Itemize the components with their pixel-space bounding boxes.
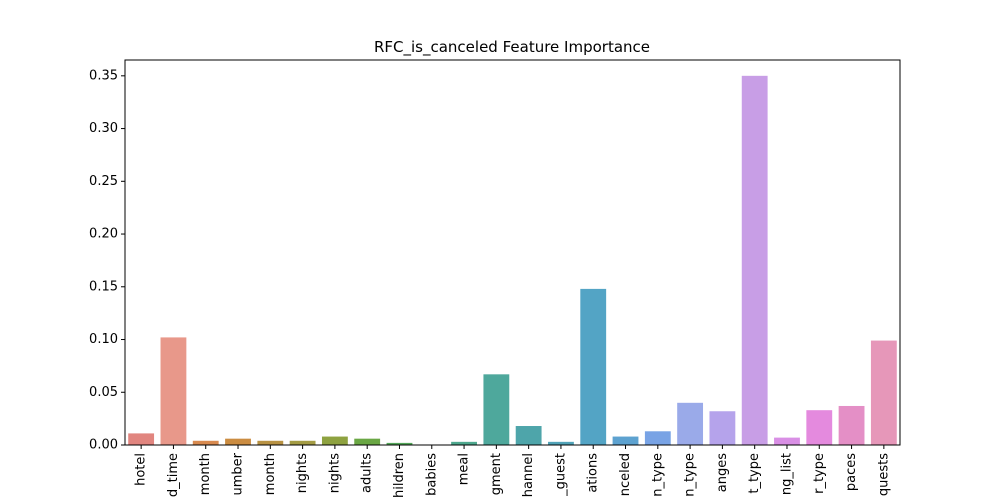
bar-total_of_special_requests [870,340,897,445]
chart-title: RFC_is_canceled Feature Importance [374,38,650,57]
bar-children [386,442,413,445]
bar-reserved_room_type [644,431,671,445]
x-tick-label: _guest [553,453,568,497]
y-tick-label: 0.00 [89,438,118,453]
x-tick-label: hotel [134,453,149,486]
x-tick-label: umber [231,452,246,495]
bar-meal [451,441,477,445]
x-tick-label: nceled [618,453,633,496]
bar-stays_in_weekend_nights [289,440,316,445]
bar-previous_bookings_not_canceled [612,436,639,445]
y-axis: 0.00 0.05 0.10 0.15 0.20 0.25 0.30 0.35 [89,68,125,453]
x-tick-label: hannel [521,453,536,497]
x-tick-label: paces [844,453,859,491]
x-tick-label: meal [457,453,472,485]
y-tick-label: 0.25 [89,174,118,189]
bar-hotel [128,433,155,445]
y-tick-label: 0.35 [89,68,118,83]
plot-frame [124,59,901,446]
bar-market_segment [483,374,510,445]
bar-days_in_waiting_list [774,437,800,445]
x-tick-label: hildren [392,453,407,498]
y-tick-label: 0.30 [89,121,118,136]
bars-group [128,75,897,446]
y-tick-label: 0.05 [89,385,118,400]
bar-assigned_room_type [677,402,704,445]
x-tick-label: month [198,453,213,495]
x-tick-label: t_type [747,453,762,494]
x-tick-label: month [263,453,278,495]
bar-distribution_channel [515,426,542,445]
x-tick-label: ations [586,453,601,493]
x-tick-label: n_type [683,453,698,497]
bar-stays_in_week_nights [321,436,348,445]
x-tick-label: ng_list [779,453,794,495]
x-tick-label: babies [424,453,439,496]
y-tick-label: 0.15 [89,279,118,294]
bar-customer_type [806,410,833,445]
bar-adults [354,438,381,445]
x-tick-label: n_type [650,453,665,497]
bar-arrival_date_month [192,440,219,445]
x-tick-label: r_type [812,453,827,494]
bar-deposit_type [741,75,768,446]
bar-booking_changes [709,411,736,445]
bar-lead_time [160,337,187,445]
bar-previous_cancellations [580,288,607,445]
x-tick-label: adults [360,453,375,493]
x-tick-label: d_time [166,453,181,497]
x-tick-label: gment [489,453,504,495]
x-tick-label: quests [876,453,891,496]
y-tick-label: 0.20 [89,227,118,242]
x-tick-label: nights [295,453,310,493]
x-tick-label: anges [715,453,730,492]
bar-arrival_date_week_number [225,438,251,445]
y-tick-label: 0.10 [89,332,118,347]
x-tick-label: nights [327,453,342,493]
bar-required_car_parking_spaces [838,405,865,445]
bar-arrival_date_day_of_month [257,440,284,445]
bar-is_repeated_guest [548,441,574,445]
x-axis: hotel d_time month umber month nights nights ad… [134,445,891,498]
